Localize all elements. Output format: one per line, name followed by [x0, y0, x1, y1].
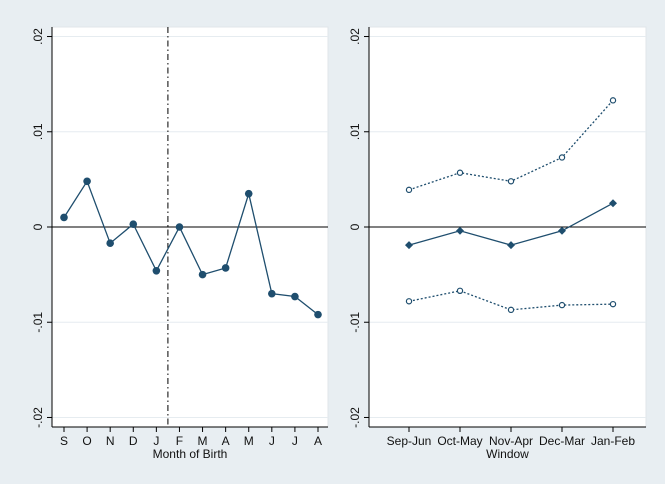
left-series-0-point [198, 270, 207, 279]
left-series-0-point [314, 310, 322, 319]
right-series-2-point [558, 301, 566, 309]
left-x-tick-label: A [222, 434, 230, 448]
right-series-2-point [609, 300, 617, 308]
left-y-tick-label: .02 [31, 28, 45, 45]
left-y-tick-label: .01 [31, 123, 45, 140]
left-x-tick-label: M [244, 434, 254, 448]
right-y-tick-label: -.02 [348, 407, 362, 428]
right-y-tick-label: 0 [348, 223, 362, 230]
left-x-tick-label: M [198, 434, 208, 448]
left-series-0-point [175, 223, 184, 231]
right-x-tick-label: Oct-May [437, 434, 482, 448]
left-series-0-point [60, 213, 68, 222]
right-series-1-point [507, 241, 515, 250]
left-x-axis-title: Month of Birth [153, 447, 228, 461]
right-series-0-point [456, 169, 464, 176]
left-y-tick-label: -.01 [31, 312, 45, 333]
right-x-tick-label: Jan-Feb [591, 434, 635, 448]
left-y-ticks: .02 .01 0 -.01 -.02 [31, 28, 52, 428]
left-series-0-point [268, 289, 276, 298]
right-x-tick-label: Sep-Jun [387, 434, 432, 448]
left-x-tick-label: F [176, 434, 183, 448]
right-x-ticks: Sep-Jun Oct-May Nov-Apr Dec-Mar Jan-Feb [387, 427, 635, 448]
left-series-0-point [129, 220, 138, 228]
left-x-tick-label: J [292, 434, 298, 448]
right-series-0-point [558, 154, 566, 161]
left-x-tick-label: A [314, 434, 322, 448]
left-y-tick-label: 0 [31, 223, 45, 230]
left-x-tick-label: J [269, 434, 275, 448]
right-x-axis-title: Window [486, 447, 529, 461]
right-series-1-point [456, 226, 464, 235]
right-panel: .02 .01 0 -.01 -.02 Sep-Jun Oct-May Nov-Apr Dec… [348, 26, 647, 461]
right-series-0-point [405, 186, 413, 194]
right-x-tick-label: Nov-Apr [489, 434, 533, 448]
right-y-tick-label: .01 [348, 123, 362, 140]
left-y-tick-label: -.02 [31, 407, 45, 428]
right-series-1-point [405, 241, 413, 250]
left-x-tick-label: N [106, 434, 115, 448]
left-series-0-point [244, 189, 253, 198]
left-x-tick-label: S [60, 434, 68, 448]
left-series-0-point [152, 267, 161, 275]
right-series-1-point [609, 199, 617, 208]
right-series-2-point [507, 306, 515, 314]
right-y-tick-label: -.01 [348, 312, 362, 333]
left-series-0-point [221, 264, 230, 272]
right-series-0-point [609, 97, 617, 104]
right-series-0-point [507, 178, 515, 185]
left-x-tick-label: O [82, 434, 91, 448]
right-series [405, 97, 617, 314]
right-series-2-point [456, 287, 464, 295]
right-series-1-point [558, 226, 566, 235]
right-series-2-point [405, 298, 413, 305]
right-y-ticks: .02 .01 0 -.01 -.02 [348, 28, 369, 428]
right-x-tick-label: Dec-Mar [539, 434, 585, 448]
left-series [60, 177, 322, 319]
left-series-0-point [83, 177, 91, 186]
left-series-0-line [63, 179, 319, 316]
left-x-tick-label: J [153, 434, 159, 448]
left-series-0-point [106, 239, 114, 247]
right-y-tick-label: .02 [348, 28, 362, 45]
left-series-0-point [291, 292, 299, 301]
left-x-tick-label: D [129, 434, 138, 448]
